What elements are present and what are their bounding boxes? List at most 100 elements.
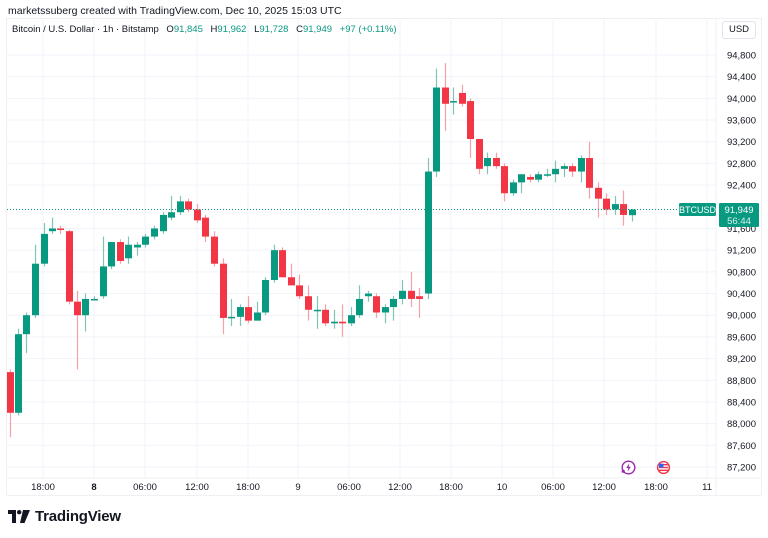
candle [228,298,235,327]
candle [629,208,636,222]
price-tick-label: 94,000 [727,94,756,105]
time-tick-label: 11 [702,482,712,493]
close-value: 91,949 [302,24,333,35]
price-tick-label: 91,600 [727,224,756,235]
candle [552,160,559,183]
currency-button[interactable]: USD [722,21,756,39]
price-tick-label: 88,000 [727,419,756,430]
candle [211,231,218,267]
candle [82,293,89,332]
candle [23,312,30,354]
candle [108,242,115,270]
time-tick-label: 18:00 [644,482,668,493]
candle [612,195,619,215]
candle [331,309,338,329]
price-tick-label: 90,800 [727,267,756,278]
price-tick-label: 91,200 [727,246,756,257]
candle [194,204,201,224]
candle [442,63,449,131]
time-tick-label: 06:00 [541,482,565,493]
price-tick-label: 88,800 [727,376,756,387]
ohlc-legend: Bitcoin / U.S. Dollar · 1h · Bitstamp O9… [12,24,397,35]
time-tick-label: 9 [295,482,300,493]
last-price-label [719,203,759,228]
candle [501,163,508,202]
candle [41,223,48,267]
candle [382,304,389,324]
candle [262,277,269,316]
candle [279,247,286,278]
candle [168,195,175,221]
candle [100,236,107,299]
brand-name: TradingView [35,508,121,525]
time-tick-label: 12:00 [388,482,412,493]
price-tick-label: 87,200 [727,462,756,473]
candle [314,296,321,329]
time-tick-label: 18:00 [439,482,463,493]
time-tick-label: 06:00 [337,482,361,493]
candle [348,307,355,327]
price-tick-label: 93,600 [727,116,756,127]
high-label: H [210,24,218,35]
candle [254,301,261,321]
price-tick-label: 89,200 [727,354,756,365]
candle [91,296,98,301]
candle [595,182,602,218]
time-tick-label: 10 [497,482,508,493]
candle [569,163,576,177]
symbol-tag [679,203,716,217]
candle [493,152,500,169]
us-flag-event-icon[interactable] [656,460,671,475]
close-label: C [296,24,303,35]
price-tick-label: 92,400 [727,181,756,192]
candle [245,296,252,324]
low-label: L [254,24,260,35]
candle [535,171,542,183]
candle [117,239,124,264]
candle [177,195,184,215]
candle [288,263,295,286]
price-tick-label: 87,600 [727,441,756,452]
candle [185,198,192,213]
candle [425,157,432,299]
candle [416,288,423,318]
price-tick-label: 94,800 [727,51,756,62]
candle [510,179,517,196]
candle [339,304,346,337]
tradingview-logo[interactable]: TradingView [8,508,121,525]
price-tick-label: 90,400 [727,289,756,300]
low-value: 91,728 [259,24,289,35]
chart-credit: marketssuberg created with TradingView.c… [8,5,342,17]
lightning-event-icon[interactable] [621,460,636,475]
open-value: 91,845 [173,24,203,35]
candle [527,174,534,183]
candle [220,258,227,335]
price-axis[interactable]: 94,800 94,400 94,000 93,600 93,200 92,800 92,4… [727,51,756,474]
candle [433,68,440,177]
time-axis[interactable]: 18:00 8 06:00 12:00 18:00 9 06:00 12:00 18:00 10 0… [31,482,712,493]
candle [603,193,610,215]
symbol-description[interactable]: Bitcoin / U.S. Dollar · 1h · Bitstamp [12,24,159,35]
time-tick-label: 18:00 [236,482,260,493]
candle [15,328,22,416]
candle [66,229,73,305]
price-tick-label: 88,400 [727,397,756,408]
time-tick-label: 18:00 [31,482,55,493]
candle [32,244,39,318]
candle [134,242,141,256]
candle [561,163,568,177]
high-value: 91,962 [217,24,247,35]
candles [7,63,636,438]
time-tick-label: 8 [91,482,96,493]
candle [484,152,491,175]
tradingview-logo-icon [8,510,30,523]
candle [365,290,372,302]
price-tick-label: 89,600 [727,332,756,343]
candle [7,369,14,438]
bar-countdown: 56:44 [727,216,751,227]
candle [237,304,244,327]
svg-text:91,949: 91,949 [724,205,753,216]
candle [151,225,158,240]
